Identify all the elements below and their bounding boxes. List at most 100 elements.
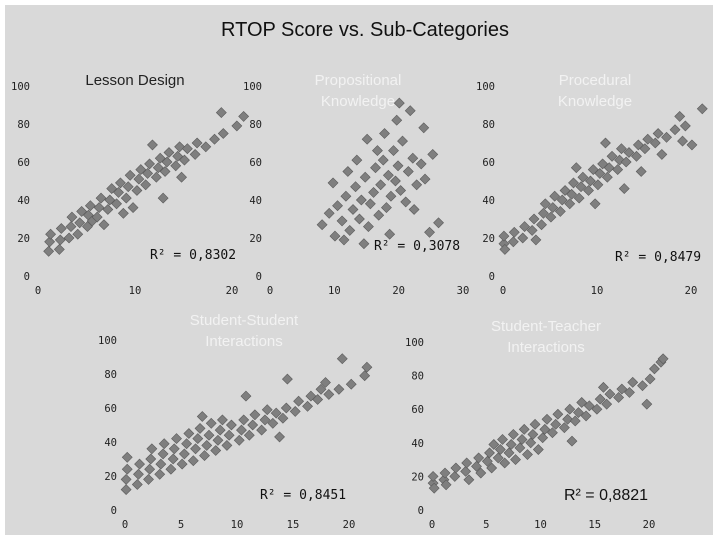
data-point: [541, 413, 553, 425]
data-point: [594, 393, 606, 405]
data-point: [243, 429, 255, 441]
data-point: [603, 162, 615, 174]
x-tick-label: 30: [457, 285, 470, 297]
data-point: [221, 439, 233, 451]
data-point: [656, 148, 668, 160]
data-point: [384, 228, 396, 240]
data-point: [499, 243, 511, 255]
data-point: [312, 394, 324, 405]
data-point: [359, 370, 371, 382]
data-point: [549, 190, 561, 202]
data-point: [336, 215, 348, 227]
data-point: [323, 207, 335, 219]
data-point: [644, 373, 656, 385]
data-point: [620, 156, 632, 168]
data-point: [507, 236, 519, 248]
data-point: [189, 148, 201, 160]
data-point: [240, 390, 252, 402]
data-point: [552, 408, 564, 420]
data-point: [473, 452, 485, 464]
data-point: [187, 455, 199, 467]
data-point: [536, 219, 547, 231]
x-tick-label: 0: [500, 285, 506, 297]
data-point: [238, 110, 250, 122]
data-point: [674, 110, 686, 122]
data-point: [145, 453, 157, 465]
data-point: [471, 460, 482, 472]
data-point: [323, 388, 335, 400]
data-point: [486, 462, 498, 474]
data-point: [591, 403, 603, 415]
data-point: [600, 137, 611, 149]
x-tick-label: 20: [392, 285, 405, 297]
chart-title-line-2: Interactions: [205, 333, 283, 350]
data-point: [624, 386, 635, 398]
data-point: [400, 196, 412, 208]
data-point: [98, 219, 110, 231]
data-point: [427, 148, 439, 160]
x-tick-label: 0: [267, 285, 273, 297]
data-point: [259, 414, 271, 426]
data-point: [494, 444, 506, 455]
data-point: [529, 418, 541, 430]
y-tick-label: 60: [249, 157, 262, 169]
data-point: [55, 223, 67, 234]
y-tick-label: 60: [411, 404, 424, 416]
data-point: [392, 160, 404, 172]
data-point: [353, 213, 365, 225]
data-point: [320, 377, 331, 388]
data-point: [111, 198, 122, 210]
data-point: [270, 407, 282, 419]
y-tick-label: 60: [482, 157, 495, 169]
data-point: [408, 204, 420, 215]
y-tick-label: 80: [249, 119, 262, 131]
data-point: [404, 105, 416, 117]
data-point: [200, 141, 212, 153]
data-point: [379, 128, 390, 139]
slide-title: RTOP Score vs. Sub-Categories: [221, 19, 509, 41]
data-point: [635, 166, 647, 177]
data-point: [583, 185, 594, 196]
data-point: [641, 398, 653, 410]
x-tick-label: 10: [591, 285, 604, 297]
data-point: [144, 463, 156, 475]
data-point: [277, 412, 289, 424]
data-point: [342, 166, 354, 177]
data-point: [564, 403, 576, 415]
data-point: [205, 417, 217, 429]
data-point: [519, 221, 531, 233]
data-point: [505, 439, 517, 450]
data-point: [583, 400, 595, 412]
r2-annotation: R² = 0,8451: [260, 488, 346, 503]
data-point: [76, 205, 88, 217]
data-point: [190, 443, 201, 455]
data-point: [507, 428, 519, 440]
data-point: [63, 232, 75, 244]
chart-title-line-1: Student-Student: [190, 312, 299, 329]
data-point: [537, 207, 549, 219]
data-point: [372, 145, 383, 157]
data-point: [45, 228, 57, 240]
data-point: [122, 181, 134, 193]
data-point: [570, 162, 582, 174]
data-point: [661, 131, 672, 143]
x-tick-label: 20: [343, 519, 356, 531]
data-point: [569, 415, 581, 427]
data-point: [336, 353, 348, 365]
data-point: [463, 474, 475, 486]
data-point: [481, 455, 493, 467]
data-point: [393, 97, 405, 109]
data-point: [450, 462, 462, 474]
x-tick-label: 15: [588, 519, 601, 531]
data-point: [564, 198, 576, 210]
data-point: [517, 232, 529, 244]
y-tick-label: 0: [24, 271, 30, 283]
data-point: [344, 224, 356, 236]
data-point: [361, 361, 373, 373]
data-point: [488, 439, 500, 450]
data-point: [201, 439, 213, 451]
data-point: [623, 147, 635, 158]
data-point: [627, 376, 639, 388]
data-point: [528, 213, 540, 225]
